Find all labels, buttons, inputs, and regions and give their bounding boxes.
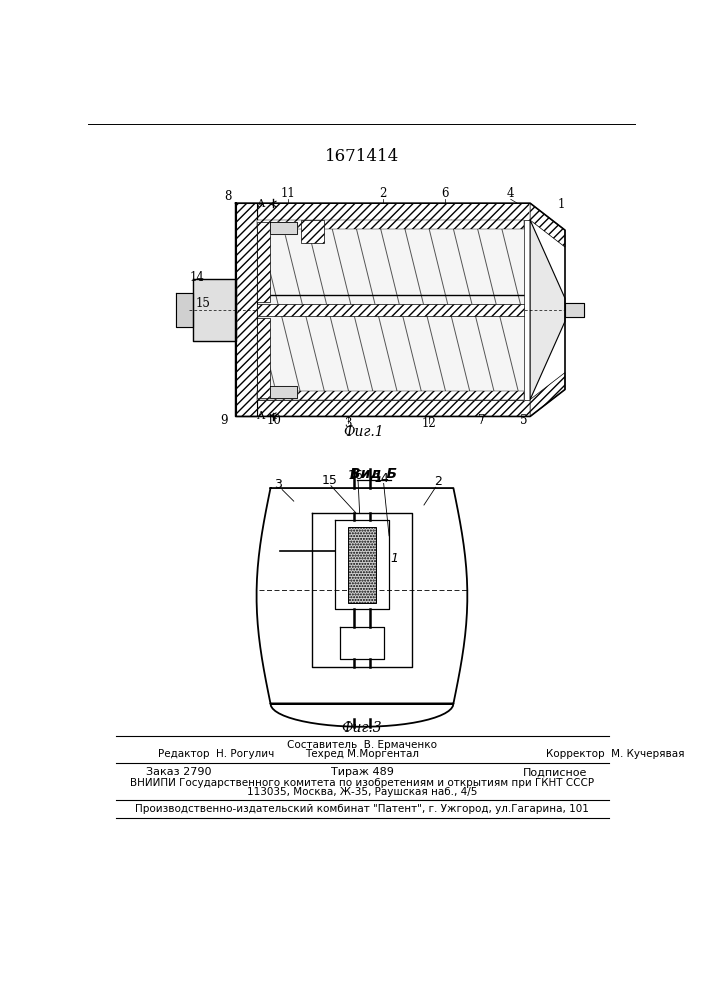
Text: 9: 9 bbox=[221, 414, 228, 427]
Polygon shape bbox=[530, 373, 565, 416]
Text: А: А bbox=[257, 411, 265, 421]
Polygon shape bbox=[340, 627, 384, 659]
Text: 2: 2 bbox=[379, 187, 387, 200]
Bar bbox=[257, 222, 270, 302]
Text: 3: 3 bbox=[274, 478, 282, 491]
Polygon shape bbox=[193, 279, 235, 341]
Polygon shape bbox=[176, 293, 193, 327]
Bar bbox=[257, 318, 270, 398]
Text: Фиг.3: Фиг.3 bbox=[341, 721, 382, 735]
Text: 1: 1 bbox=[390, 552, 399, 565]
Text: 1671414: 1671414 bbox=[325, 148, 399, 165]
Polygon shape bbox=[235, 203, 565, 416]
Text: 16: 16 bbox=[348, 469, 363, 482]
Text: Техред М.Моргентал: Техред М.Моргентал bbox=[305, 749, 419, 759]
Polygon shape bbox=[530, 220, 565, 400]
Text: 15: 15 bbox=[322, 474, 337, 487]
Text: 11: 11 bbox=[281, 187, 296, 200]
Polygon shape bbox=[270, 222, 297, 234]
Polygon shape bbox=[565, 303, 585, 317]
Bar bbox=[348, 527, 376, 603]
Polygon shape bbox=[257, 488, 467, 727]
Text: 14: 14 bbox=[189, 271, 204, 284]
Text: 2: 2 bbox=[434, 475, 442, 488]
Bar bbox=[257, 391, 524, 400]
Polygon shape bbox=[312, 513, 412, 667]
Polygon shape bbox=[335, 520, 389, 609]
Text: 15: 15 bbox=[196, 297, 211, 310]
Text: А: А bbox=[257, 199, 265, 209]
Text: 3: 3 bbox=[344, 417, 352, 430]
Text: Корректор  М. Кучерявая: Корректор М. Кучерявая bbox=[546, 749, 684, 759]
Text: Производственно-издательский комбинат "Патент", г. Ужгород, ул.Гагарина, 101: Производственно-издательский комбинат "П… bbox=[135, 804, 589, 814]
Bar bbox=[257, 304, 524, 316]
Polygon shape bbox=[257, 220, 524, 304]
Bar bbox=[300, 220, 324, 243]
Bar bbox=[235, 203, 530, 220]
Text: 5: 5 bbox=[520, 414, 527, 427]
Text: Составитель  В. Ермаченко: Составитель В. Ермаченко bbox=[287, 740, 437, 750]
Text: 7: 7 bbox=[479, 414, 486, 427]
Polygon shape bbox=[530, 203, 565, 247]
Bar bbox=[235, 203, 257, 416]
Bar bbox=[235, 400, 530, 416]
Text: Тираж 489: Тираж 489 bbox=[330, 767, 393, 777]
Text: Заказ 2790: Заказ 2790 bbox=[146, 767, 212, 777]
Polygon shape bbox=[530, 203, 565, 247]
Bar bbox=[257, 220, 524, 229]
Text: Фиг.1: Фиг.1 bbox=[343, 425, 384, 439]
Text: 12: 12 bbox=[422, 417, 437, 430]
Text: 8: 8 bbox=[224, 190, 232, 204]
Text: 10: 10 bbox=[267, 414, 282, 427]
Polygon shape bbox=[270, 386, 297, 398]
Text: Вид Б: Вид Б bbox=[350, 467, 397, 481]
Text: 113035, Москва, Ж-35, Раушская наб., 4/5: 113035, Москва, Ж-35, Раушская наб., 4/5 bbox=[247, 787, 477, 797]
Text: Подписное: Подписное bbox=[522, 767, 587, 777]
Bar bbox=[235, 203, 257, 416]
Text: 1: 1 bbox=[557, 198, 565, 211]
Text: 14: 14 bbox=[373, 472, 389, 485]
Polygon shape bbox=[257, 316, 524, 400]
Text: 6: 6 bbox=[441, 187, 449, 200]
Text: Редактор  Н. Рогулич: Редактор Н. Рогулич bbox=[158, 749, 274, 759]
Text: 4: 4 bbox=[507, 187, 515, 200]
Text: ВНИИПИ Государственного комитета по изобретениям и открытиям при ГКНТ СССР: ВНИИПИ Государственного комитета по изоб… bbox=[130, 778, 594, 788]
